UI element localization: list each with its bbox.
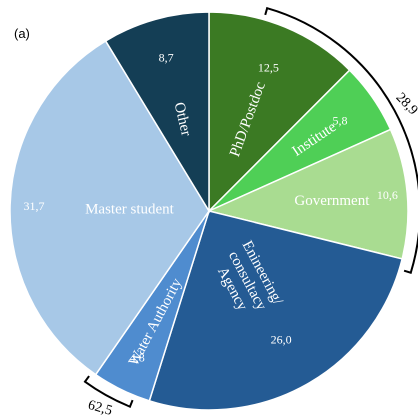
group-total-label-62-5: 62,5 — [86, 398, 114, 419]
slice-other — [104, 11, 210, 214]
group-brackets: 28,962,5 — [83, 6, 418, 419]
slice-master-student — [9, 39, 210, 376]
value-label-master-student: 31,7 — [23, 199, 44, 213]
slice-government — [206, 128, 409, 260]
slice-phd-postdoc — [208, 11, 351, 213]
category-label-government: Government — [294, 193, 370, 209]
panel-label: (a) — [14, 26, 30, 41]
value-label-water-authority: 4,8 — [130, 351, 145, 365]
value-label-government: 10,6 — [377, 188, 398, 202]
category-label-other: Other — [171, 101, 194, 138]
value-label-other: 8,7 — [159, 51, 174, 65]
value-label-enineering-consultacy-agency: 26,0 — [271, 332, 292, 346]
slice-enineering-consultacy-agency — [148, 210, 404, 411]
value-label-institute: 5,8 — [333, 114, 348, 128]
group-bracket-28-9 — [264, 6, 418, 274]
category-label-master-student: Master student — [85, 202, 175, 218]
pie-slices — [9, 11, 409, 411]
value-label-phd-postdoc: 12,5 — [258, 61, 279, 75]
group-bracket-62-5 — [83, 375, 134, 408]
